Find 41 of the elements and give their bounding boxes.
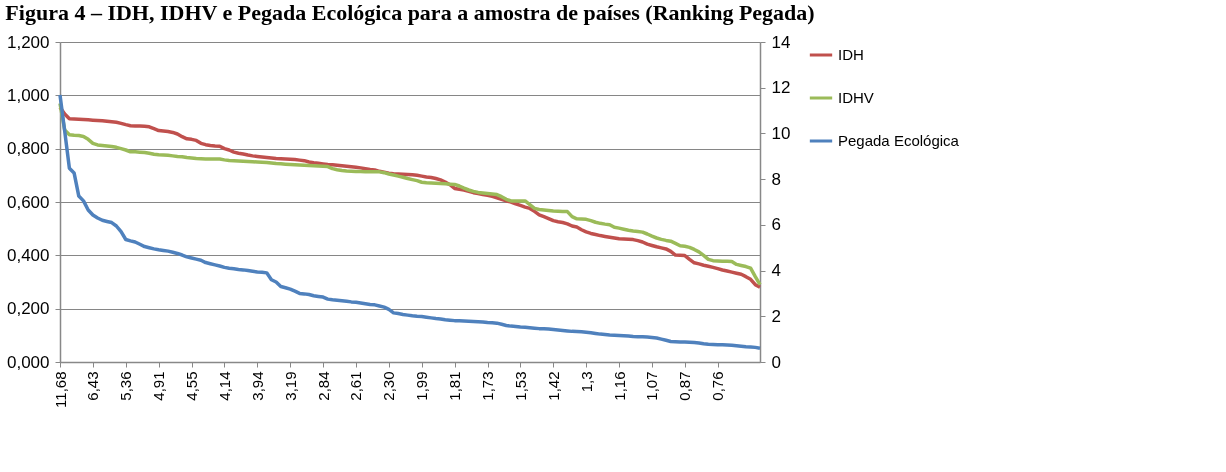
x-tick-label: 1,99 xyxy=(413,371,431,401)
x-tick-label: 1,81 xyxy=(446,371,464,401)
x-tick-label: 3,19 xyxy=(281,371,299,401)
x-tick-label: 1,73 xyxy=(479,371,497,401)
x-tick-label: 0,87 xyxy=(676,371,694,401)
x-tick-label: 5,36 xyxy=(117,371,135,401)
y-tick-label: 1,000 xyxy=(6,85,50,105)
x-tick-label: 1,3 xyxy=(577,371,595,393)
x-tick-label: 11,68 xyxy=(51,371,69,408)
x-tick-label: 2,61 xyxy=(347,371,365,401)
y-tick-label: 1,200 xyxy=(6,32,50,52)
x-tick-label: 2,30 xyxy=(380,371,398,401)
legend-label: IDH xyxy=(838,46,864,63)
y-tick-label: 0,400 xyxy=(6,245,50,265)
x-tick-label: 2,84 xyxy=(314,371,332,401)
x-tick-label: 3,94 xyxy=(248,371,266,401)
y-tick-label: 0,800 xyxy=(6,139,50,159)
y-tick-label: 0,600 xyxy=(6,192,50,212)
x-tick-label: 4,91 xyxy=(150,371,168,401)
y2-tick-label: 10 xyxy=(771,123,791,143)
x-tick-label: 1,16 xyxy=(610,371,628,401)
chart-title: Figura 4 – IDH, IDHV e Pegada Ecológica para a amostra de países (Ranking Pegada) xyxy=(5,0,815,25)
y2-tick-label: 12 xyxy=(771,78,791,98)
y-tick-label: 0,200 xyxy=(6,299,50,319)
x-tick-label: 1,42 xyxy=(544,371,562,401)
y-tick-label: 0,000 xyxy=(6,352,50,372)
x-tick-label: 1,07 xyxy=(643,371,661,401)
x-tick-label: 4,14 xyxy=(215,371,233,401)
y2-tick-label: 14 xyxy=(771,32,791,52)
y2-tick-label: 2 xyxy=(771,306,781,326)
y2-tick-label: 0 xyxy=(771,352,781,372)
legend-label: Pegada Ecológica xyxy=(838,132,960,149)
x-tick-label: 4,55 xyxy=(183,371,201,401)
y2-tick-label: 6 xyxy=(771,215,781,235)
y2-tick-label: 4 xyxy=(771,261,781,281)
line-series xyxy=(58,93,762,351)
x-tick-label: 0,76 xyxy=(709,371,727,401)
y2-tick-label: 8 xyxy=(771,169,781,189)
x-tick-label: 1,53 xyxy=(511,371,529,401)
legend-label: IDHV xyxy=(838,89,874,106)
x-tick-label: 6,43 xyxy=(84,371,102,401)
